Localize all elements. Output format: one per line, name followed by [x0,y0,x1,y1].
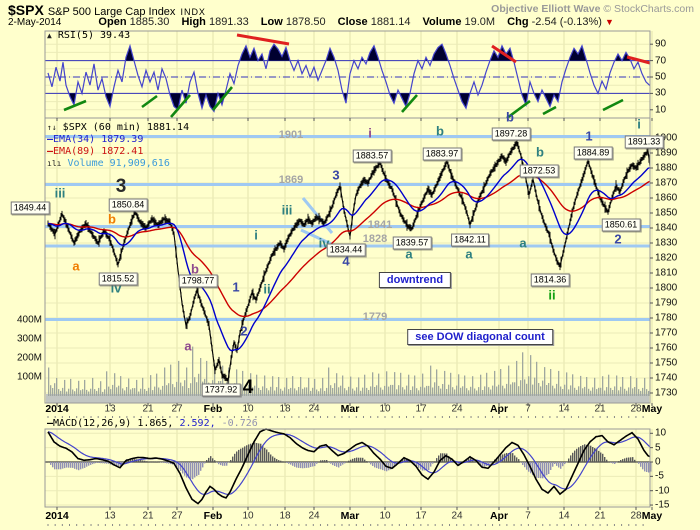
ema89-line [47,173,651,318]
ema34-swatch-icon: — [47,134,54,145]
ema34-line [47,158,651,352]
rsi-label: RSI(5) 39.43 [57,30,131,41]
quote-volume: Volume 19.0M [422,16,496,28]
volume-bars-icon: ılı [47,159,62,168]
ema89-legend: —EMA(89) 1872.41 [47,146,144,157]
header-line1: $SPX S&P 500 Large Cap Index INDX Objectiv… [8,2,694,18]
quote-close: Close 1881.14 [337,16,411,28]
price-series [47,137,651,385]
watermark-source: © StockCharts.com [603,3,694,15]
main-title: $SPX (60 min) 1881.14 [62,122,190,133]
ema34-legend: —EMA(34) 1879.39 [47,134,144,145]
volume-legend: ılı Volume 91,909,616 [47,158,170,169]
volume-bars [46,346,650,403]
ema34-line [47,158,651,352]
ema89-line [47,173,651,318]
updown-arrows-icon: ↑↓ [47,123,57,132]
rsi-icon: ▲ [47,31,52,40]
exchange: INDX [180,7,206,17]
quote-change: Chg -2.54 (-0.13%) ▼ [507,16,614,28]
watermark: Objective Elliott Wave © StockCharts.com [491,3,694,15]
grid-lines [45,31,653,507]
down-arrow-icon: ▼ [604,17,614,27]
macd-swatch-icon: — [47,418,54,429]
quote-low: Low 1878.50 [260,16,326,28]
ema89-swatch-icon: — [47,146,54,157]
rsi-panel [45,33,651,120]
main-legend-title: ↑↓ $SPX (60 min) 1881.14 [47,122,189,133]
symbol-description: S&P 500 Large Cap Index [47,6,176,18]
macd-legend: —MACD(12,26,9) 1.865, 2.592, -0.726 [47,418,258,429]
header-line2: 2-May-2014 Open 1885.30 High 1891.33 Low… [8,16,694,28]
macd-panel [45,428,652,505]
chart-date: 2-May-2014 [8,17,62,28]
symbol: $SPX [8,2,44,18]
rsi-legend: ▲ RSI(5) 39.43 [47,30,130,41]
panel-borders [44,30,653,526]
quote-high: High 1891.33 [181,16,249,28]
quote-open: Open 1885.30 [98,16,170,28]
watermark-title: Objective Elliott Wave [491,3,601,15]
